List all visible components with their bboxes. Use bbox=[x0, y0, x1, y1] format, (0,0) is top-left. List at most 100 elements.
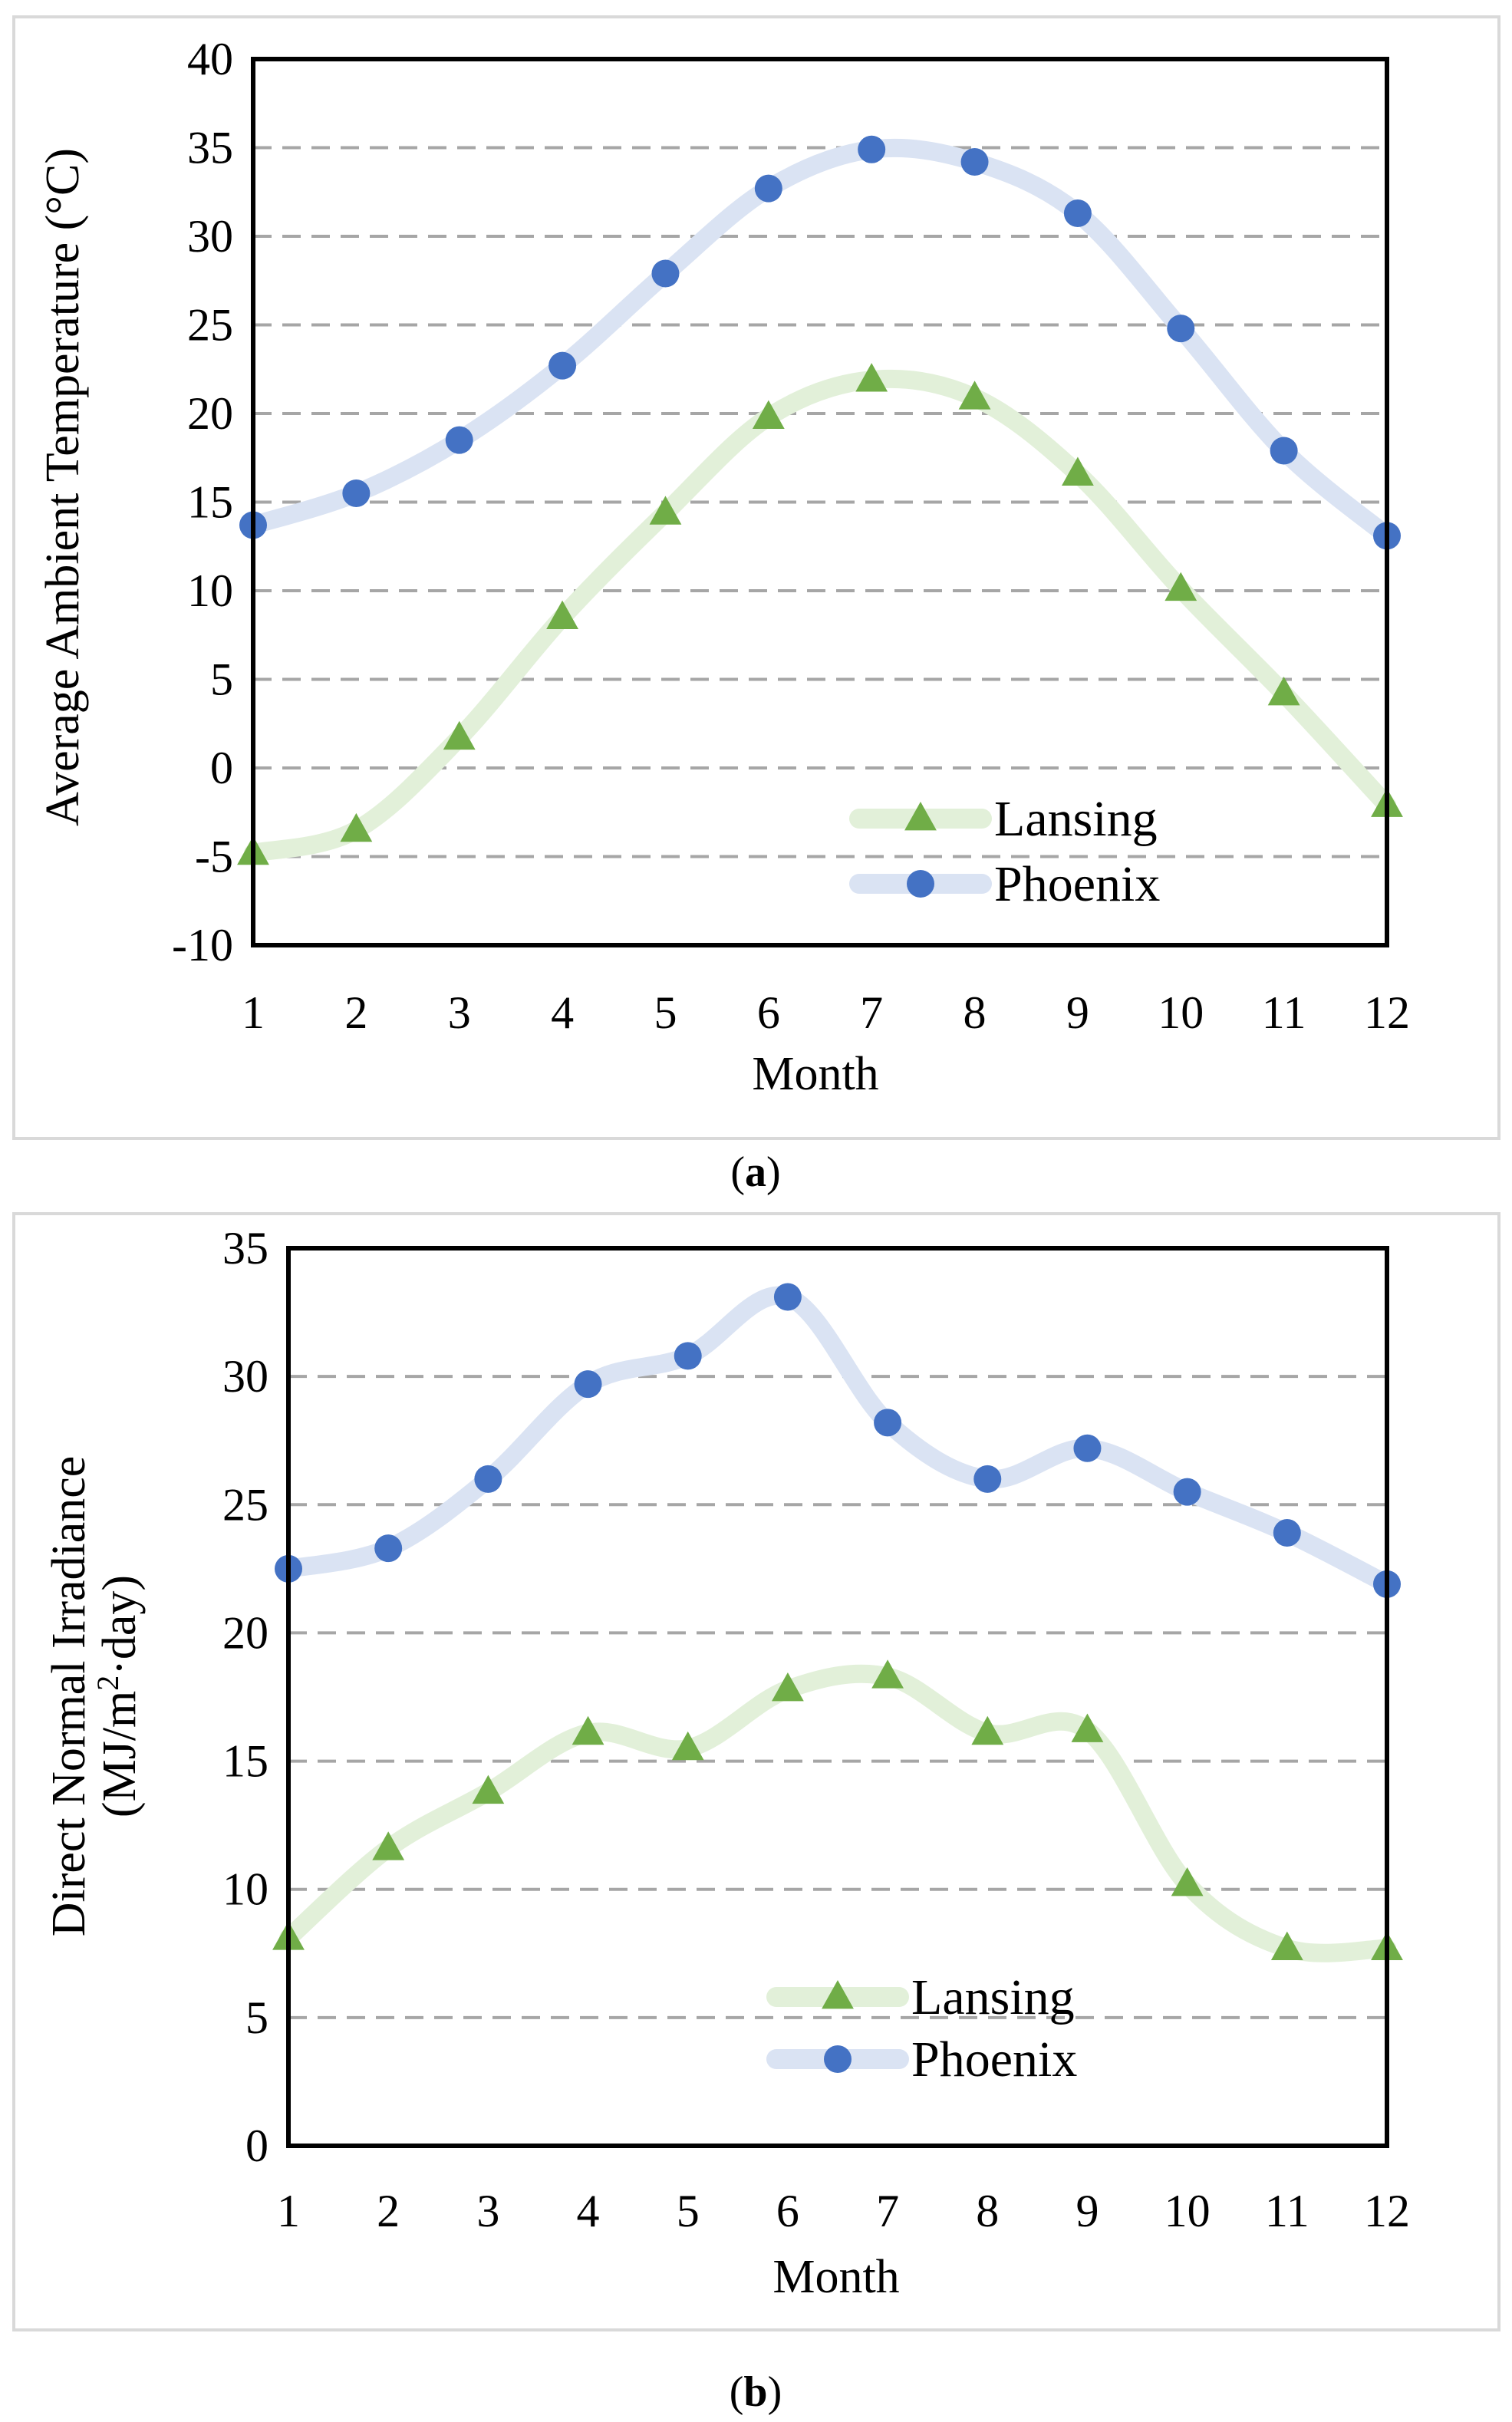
data-point-lansing bbox=[772, 1672, 804, 1702]
y-tick-label: 30 bbox=[222, 1351, 268, 1402]
legend-lansing-label: Lansing bbox=[994, 791, 1158, 847]
data-point-phoenix bbox=[474, 1465, 502, 1493]
x-tick-label: 9 bbox=[1066, 987, 1089, 1038]
x-tick-label: 10 bbox=[1164, 2186, 1211, 2236]
y-tick-label: 5 bbox=[245, 1992, 268, 2043]
plot-area-border bbox=[286, 1246, 1389, 2148]
caption-open-paren: ( bbox=[730, 1148, 745, 1196]
y-tick-label: -10 bbox=[172, 920, 233, 970]
legend-lansing-triangle-marker bbox=[822, 1980, 854, 2009]
x-tick-label: 2 bbox=[377, 2186, 400, 2236]
data-point-phoenix bbox=[874, 1409, 902, 1437]
data-point-lansing bbox=[472, 1774, 505, 1804]
x-tick-label: 11 bbox=[1265, 2186, 1309, 2236]
data-point-lansing bbox=[1270, 1931, 1303, 1960]
data-point-lansing bbox=[971, 1715, 1004, 1745]
y-tick-label: 15 bbox=[187, 477, 233, 528]
data-point-lansing bbox=[572, 1715, 604, 1745]
legend-lansing-triangle-marker bbox=[904, 802, 937, 831]
data-point-phoenix bbox=[1173, 1478, 1201, 1506]
data-point-phoenix bbox=[374, 1534, 403, 1563]
x-tick-label: 1 bbox=[277, 2186, 300, 2236]
x-tick-label: 9 bbox=[1076, 2186, 1099, 2236]
caption-close-paren: ) bbox=[766, 1148, 781, 1196]
y-tick-label: 25 bbox=[187, 300, 233, 351]
y-axis-unit-superscript: 2 bbox=[91, 1676, 125, 1691]
x-tick-label: 7 bbox=[860, 987, 883, 1038]
data-point-lansing bbox=[1164, 572, 1197, 601]
plot-area-border bbox=[251, 57, 1389, 947]
panel-caption-a: (a) bbox=[730, 1148, 780, 1196]
x-tick-label: 1 bbox=[242, 987, 265, 1038]
data-point-lansing bbox=[671, 1731, 704, 1761]
x-tick-label: 4 bbox=[551, 987, 574, 1038]
data-point-phoenix bbox=[858, 135, 886, 163]
data-point-lansing bbox=[1267, 676, 1300, 706]
data-point-phoenix bbox=[342, 479, 371, 507]
data-point-phoenix bbox=[960, 147, 989, 176]
data-point-phoenix bbox=[548, 351, 577, 380]
x-tick-label: 2 bbox=[344, 987, 367, 1038]
grid-lines bbox=[253, 146, 1387, 858]
data-point-lansing bbox=[752, 400, 785, 430]
y-tick-label: 35 bbox=[187, 123, 233, 173]
y-tick-label: 10 bbox=[187, 565, 233, 616]
y-tick-label: 25 bbox=[222, 1479, 268, 1530]
x-tick-labels: 1 2 3 4 5 6 7 8 9 10 11 12 bbox=[277, 2186, 1410, 2236]
data-point-lansing bbox=[546, 600, 578, 630]
y-tick-label: 15 bbox=[222, 1736, 268, 1787]
y-axis-unit-suffix: ·day) bbox=[94, 1575, 146, 1676]
x-tick-label: 7 bbox=[876, 2186, 899, 2236]
legend: Lansing Phoenix bbox=[766, 1969, 1077, 2088]
x-tick-label: 5 bbox=[654, 987, 677, 1038]
y-tick-labels: 35 30 25 20 15 10 5 0 bbox=[222, 1223, 268, 2171]
y-axis-title-line2: (MJ/m2·day) bbox=[91, 1575, 147, 1817]
y-tick-label: 0 bbox=[245, 2120, 268, 2171]
y-axis-unit-prefix: (MJ/m bbox=[94, 1691, 146, 1817]
x-tick-label: 4 bbox=[577, 2186, 600, 2236]
x-tick-labels: 1 2 3 4 5 6 7 8 9 10 11 12 bbox=[242, 987, 1410, 1038]
panel-caption-b: (b) bbox=[730, 2368, 782, 2416]
caption-open-paren: ( bbox=[730, 2368, 744, 2416]
data-point-lansing bbox=[372, 1831, 405, 1860]
data-point-lansing bbox=[1071, 1713, 1104, 1742]
y-tick-label: -5 bbox=[195, 832, 233, 882]
y-tick-label: 20 bbox=[187, 388, 233, 439]
x-tick-label: 6 bbox=[757, 987, 780, 1038]
x-axis-title: Month bbox=[772, 2251, 899, 2303]
x-tick-label: 6 bbox=[776, 2186, 799, 2236]
x-tick-label: 11 bbox=[1262, 987, 1306, 1038]
data-point-phoenix bbox=[674, 1342, 702, 1370]
data-point-phoenix bbox=[1167, 315, 1195, 343]
caption-letter: a bbox=[745, 1148, 766, 1196]
y-tick-label: 5 bbox=[210, 654, 233, 705]
legend: Lansing Phoenix bbox=[849, 791, 1160, 912]
caption-letter: b bbox=[743, 2368, 767, 2416]
y-axis-title: Average Ambient Temperature (°C) bbox=[37, 148, 89, 826]
y-tick-label: 0 bbox=[210, 743, 233, 793]
data-point-lansing bbox=[1171, 1867, 1204, 1896]
data-point-lansing bbox=[855, 363, 888, 392]
data-point-phoenix bbox=[773, 1283, 802, 1311]
y-tick-label: 40 bbox=[187, 34, 233, 84]
data-point-phoenix bbox=[754, 174, 782, 203]
chart-panel-b: 35 30 25 20 15 10 5 0 1 2 3 4 5 6 7 8 9 10 11 12 Month Dir… bbox=[0, 1197, 1512, 2422]
y-tick-label: 20 bbox=[222, 1607, 268, 1658]
data-point-phoenix bbox=[1273, 1519, 1301, 1547]
legend-phoenix-circle-marker bbox=[824, 2045, 852, 2073]
y-tick-label: 10 bbox=[222, 1864, 268, 1915]
x-tick-label: 3 bbox=[448, 987, 471, 1038]
x-tick-label: 12 bbox=[1364, 987, 1410, 1038]
data-point-phoenix bbox=[1270, 437, 1298, 465]
x-axis-title: Month bbox=[752, 1048, 878, 1100]
data-point-lansing bbox=[649, 496, 682, 525]
data-point-phoenix bbox=[973, 1465, 1002, 1493]
data-point-lansing bbox=[871, 1659, 904, 1689]
x-tick-label: 8 bbox=[964, 987, 987, 1038]
caption-close-paren: ) bbox=[768, 2368, 782, 2416]
data-point-lansing bbox=[340, 812, 373, 842]
data-point-phoenix bbox=[1063, 199, 1092, 227]
y-axis-title-line1: Direct Normal Irradiance bbox=[43, 1456, 95, 1937]
